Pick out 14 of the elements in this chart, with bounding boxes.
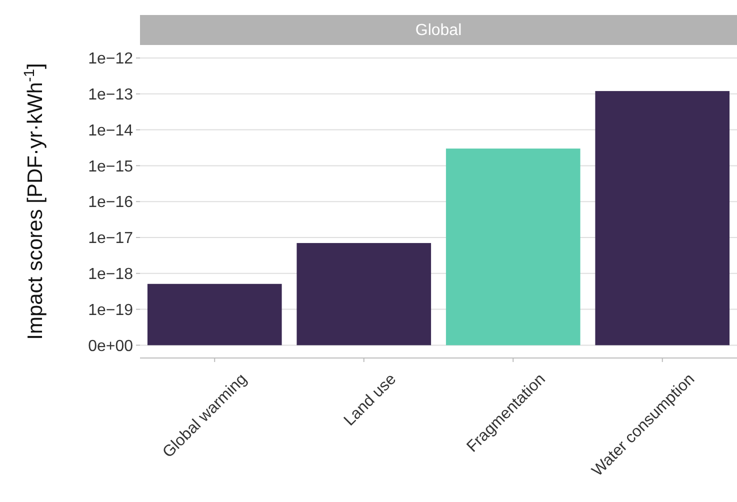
bar [296, 243, 432, 346]
y-tick-label: 1e−19 [88, 302, 134, 319]
y-tick-label: 1e−16 [88, 194, 134, 212]
chart-title: Global [415, 22, 462, 39]
y-tick-label: 1e−14 [88, 122, 134, 140]
y-tick-label: 0e+00 [88, 338, 134, 355]
y-tick-label: 1e−17 [88, 230, 134, 248]
y-tick-label: 1e−18 [88, 266, 134, 283]
y-tick-label: 1e−15 [88, 158, 134, 176]
bar [595, 91, 730, 346]
y-tick-label: 1e−13 [88, 86, 134, 104]
bar [147, 284, 282, 346]
y-tick-label: 1e−12 [88, 50, 134, 68]
bar [446, 148, 580, 346]
